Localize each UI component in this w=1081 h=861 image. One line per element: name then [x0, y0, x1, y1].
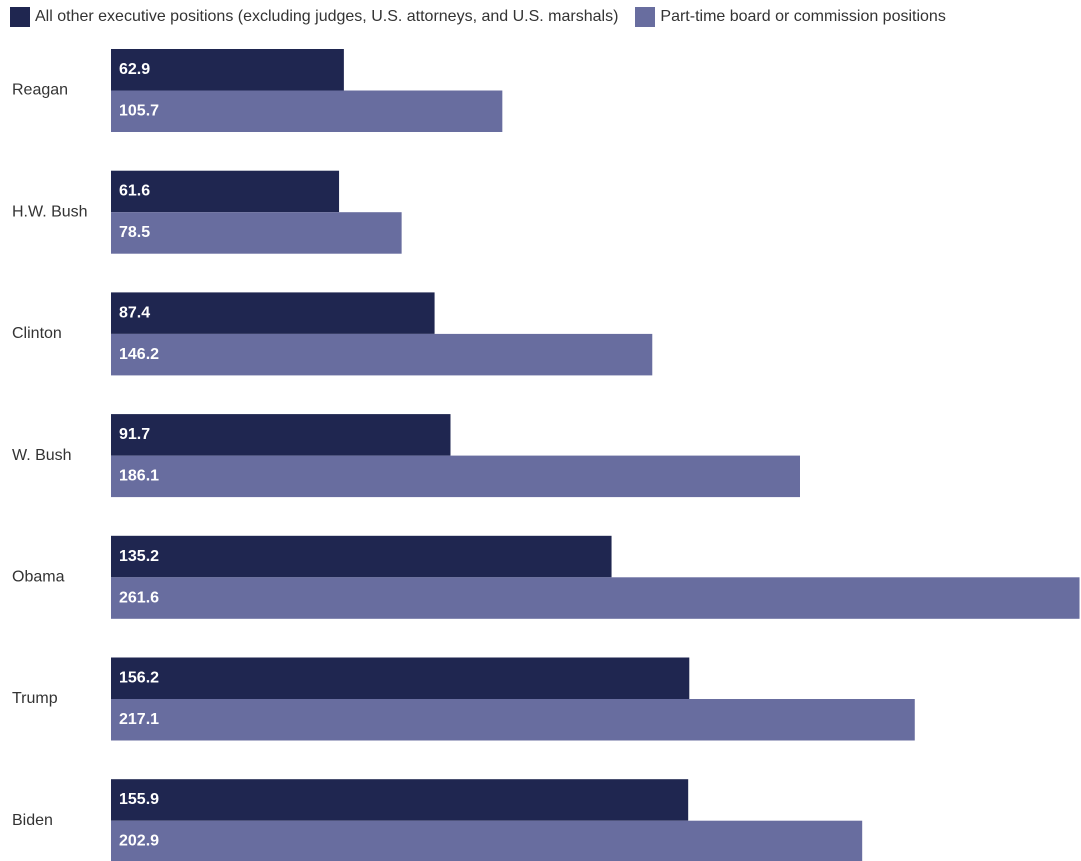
value-label-obama-series-1: 135.2 [119, 548, 159, 565]
legend-item-executive-positions: All other executive positions (excluding… [10, 7, 618, 27]
bar-clinton-series-2 [111, 333, 653, 376]
chart-legend: All other executive positions (excluding… [10, 6, 946, 28]
value-label-clinton-series-1: 87.4 [119, 304, 150, 321]
bar-h-w-bush-series-2 [111, 212, 402, 254]
legend-swatch-part-time-positions [635, 7, 656, 27]
value-label-obama-series-2: 261.6 [119, 589, 159, 606]
category-label-h-w-bush: H.W. Bush [12, 203, 88, 220]
value-label-w-bush-series-1: 91.7 [119, 426, 150, 443]
value-label-biden-series-1: 155.9 [119, 791, 159, 808]
legend-item-part-time-positions: Part-time board or commission positions [635, 7, 946, 27]
value-label-trump-series-2: 217.1 [119, 711, 159, 728]
bar-trump-series-2 [111, 699, 915, 741]
value-label-clinton-series-2: 146.2 [119, 346, 159, 363]
value-label-h-w-bush-series-1: 61.6 [119, 183, 150, 200]
value-label-reagan-series-2: 105.7 [119, 102, 159, 119]
bar-reagan-series-2 [111, 90, 503, 132]
legend-swatch-executive-positions [10, 7, 30, 27]
value-label-reagan-series-1: 62.9 [119, 61, 150, 78]
bar-w-bush-series-1 [111, 414, 451, 456]
category-label-trump: Trump [12, 690, 58, 707]
bar-obama-series-1 [111, 535, 612, 578]
bar-reagan-series-1 [111, 49, 344, 91]
category-label-w-bush: W. Bush [12, 447, 72, 464]
category-label-reagan: Reagan [12, 82, 68, 99]
bar-biden-series-1 [111, 779, 689, 821]
bar-biden-series-2 [111, 820, 863, 861]
value-label-w-bush-series-2: 186.1 [119, 468, 159, 485]
bar-clinton-series-1 [111, 292, 435, 334]
value-label-biden-series-2: 202.9 [119, 833, 159, 850]
category-label-clinton: Clinton [12, 325, 62, 342]
legend-label-executive-positions: All other executive positions (excluding… [35, 8, 619, 25]
value-label-trump-series-1: 156.2 [119, 669, 159, 686]
bar-trump-series-1 [111, 657, 690, 699]
category-label-obama: Obama [12, 569, 65, 586]
bar-obama-series-2 [111, 577, 1080, 619]
value-label-h-w-bush-series-2: 78.5 [119, 224, 150, 241]
legend-label-part-time-positions: Part-time board or commission positions [660, 8, 946, 25]
bar-w-bush-series-2 [111, 455, 800, 498]
bar-h-w-bush-series-1 [111, 170, 340, 213]
category-label-biden: Biden [12, 812, 53, 829]
